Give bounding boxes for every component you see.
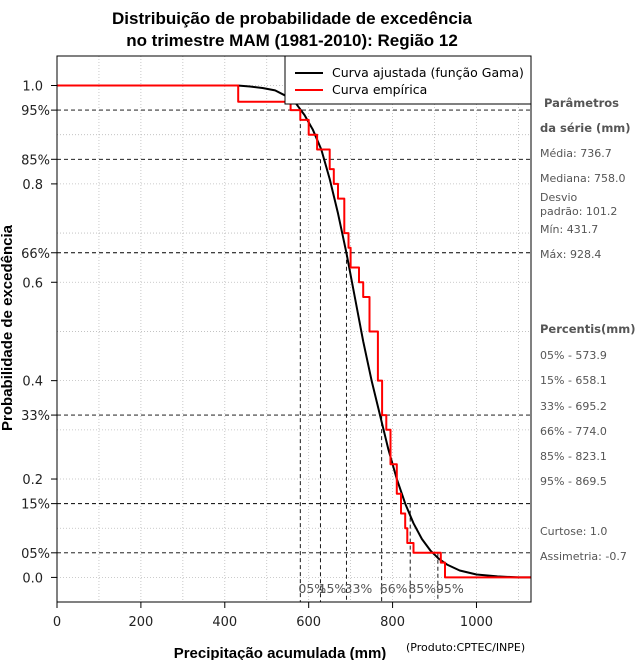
percentile-x-label: 85% <box>408 581 436 596</box>
x-tick-label: 800 <box>380 615 405 630</box>
chart-title-line1: Distribuição de probabilidade de excedên… <box>112 9 472 28</box>
percentile-x-label: 33% <box>345 581 373 596</box>
x-tick-label: 200 <box>128 615 153 630</box>
y-tick-label: 0.2 <box>22 473 43 488</box>
x-tick-label: 0 <box>53 615 61 630</box>
stat-p85: 85% - 823.1 <box>540 450 607 463</box>
x-tick-label: 400 <box>212 615 237 630</box>
stat-media: Média: 736.7 <box>540 147 612 160</box>
params-heading-2: da série (mm) <box>540 121 631 135</box>
stat-assimetria: Assimetria: -0.7 <box>540 550 627 563</box>
stat-desvio-line2: padrão: 101.2 <box>540 205 617 218</box>
y-tick-label: 0.8 <box>22 178 43 193</box>
grid <box>57 56 531 602</box>
y-percent-label: 85% <box>21 153 50 168</box>
percentile-x-labels: 05%15%33% 66% 85% 95% <box>298 581 463 596</box>
chart-title-line2: no trimestre MAM (1981-2010): Região 12 <box>126 31 458 50</box>
percentile-x-label: 66% <box>380 581 408 596</box>
y-tick-label: 1.0 <box>22 80 43 95</box>
stat-max: Máx: 928.4 <box>540 248 601 261</box>
y-percent-label: 66% <box>21 247 50 262</box>
stat-mediana: Mediana: 758.0 <box>540 172 625 185</box>
y-tick-label: 0.4 <box>22 375 43 390</box>
percentis-heading: Percentis(mm) <box>540 322 635 336</box>
percentile-x-label: 15% <box>319 581 347 596</box>
stat-desvio-line1: Desvio <box>540 191 578 204</box>
plot-frame <box>56 55 532 603</box>
stat-p05: 05% - 573.9 <box>540 349 607 362</box>
y-percent-label: 15% <box>21 498 50 513</box>
credit-label: (Produto:CPTEC/INPE) <box>406 641 525 654</box>
y-percent-label: 95% <box>21 104 50 119</box>
y-tick-label: 0.6 <box>22 276 43 291</box>
stat-p95: 95% - 869.5 <box>540 475 607 488</box>
stat-p66: 66% - 774.0 <box>540 425 607 438</box>
x-tick-label: 1000 <box>460 615 493 630</box>
legend-box <box>284 55 532 105</box>
percentile-reference-lines <box>57 109 531 602</box>
stat-p33: 33% - 695.2 <box>540 400 607 413</box>
stat-p15: 15% - 658.1 <box>540 374 607 387</box>
stat-curtose: Curtose: 1.0 <box>540 525 607 538</box>
params-heading-1: Parâmetros <box>544 96 619 110</box>
y-axis-title: Probabilidade de excedência <box>0 224 16 431</box>
x-axis-title: Precipitação acumulada (mm) <box>174 645 387 660</box>
axis-ticks: 0 200 400 600 800 10000.00.20.40.60.81.095%85… <box>21 80 493 630</box>
legend-label-empirical: Curva empírica <box>332 82 427 97</box>
empirical-curve <box>57 84 531 579</box>
y-percent-label: 05% <box>21 547 50 562</box>
stat-min: Mín: 431.7 <box>540 223 598 236</box>
percentile-x-label: 95% <box>436 581 464 596</box>
legend: Curva ajustada (função Gama) Curva empír… <box>284 55 532 105</box>
y-percent-label: 33% <box>21 409 50 424</box>
legend-label-fitted: Curva ajustada (função Gama) <box>332 65 524 80</box>
y-tick-label: 0.0 <box>22 571 43 586</box>
x-tick-label: 600 <box>296 615 321 630</box>
percentile-x-label: 05% <box>298 581 326 596</box>
stats-sidebar: Parâmetros da série (mm) Média: 736.7 Me… <box>540 96 635 563</box>
